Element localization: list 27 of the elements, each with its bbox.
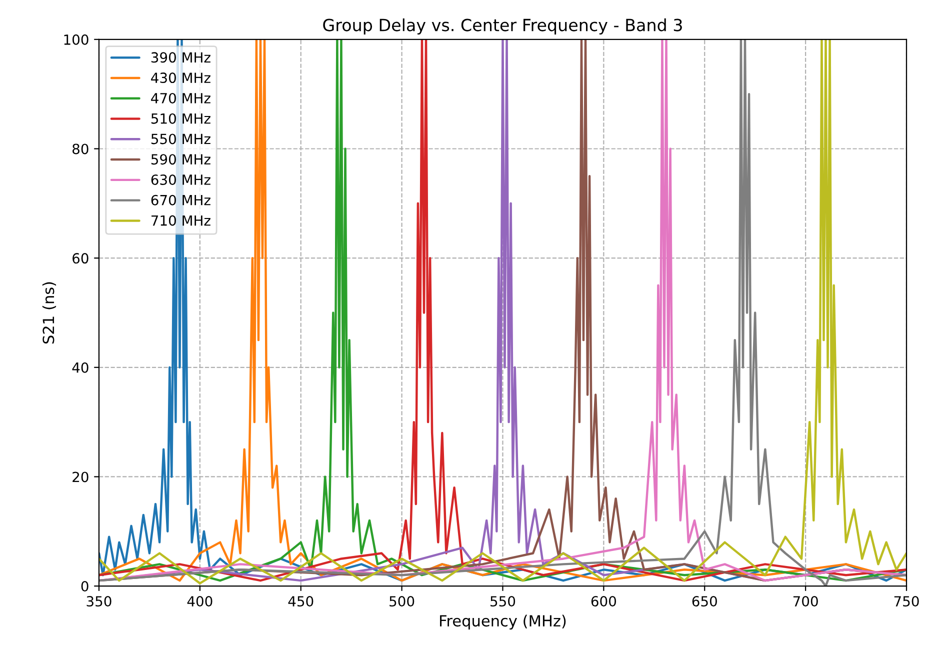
legend-label: 670 MHz	[151, 194, 210, 206]
legend-label: 590 MHz	[151, 154, 210, 165]
x-tick-label: 500	[390, 596, 414, 607]
legend-label: 710 MHz	[152, 215, 210, 226]
legend-label: 510 MHz	[151, 113, 210, 124]
legend-label: 390 MHz	[151, 52, 210, 63]
x-tick-label: 350	[86, 596, 112, 607]
x-tick-label: 700	[793, 596, 818, 607]
legend-label: 470 MHz	[151, 92, 210, 104]
chart-title: Group Delay vs. Center Frequency - Band 3	[323, 18, 682, 35]
x-tick-label: 450	[288, 596, 314, 607]
y-tick-label: 40	[72, 362, 88, 373]
x-axis-title: Frequency (MHz)	[440, 614, 566, 630]
y-axis-title: S21 (ns)	[42, 282, 56, 344]
y-tick-label: 100	[64, 34, 88, 45]
y-tick-label: 60	[72, 253, 88, 264]
legend-label: 430 MHz	[151, 72, 210, 84]
x-tick-label: 550	[490, 596, 516, 607]
legend-label: 550 MHz	[151, 134, 210, 144]
x-tick-label: 750	[894, 596, 919, 607]
y-tick-label: 20	[72, 472, 88, 482]
y-tick-label: 80	[72, 144, 88, 154]
x-tick-label: 600	[591, 596, 616, 607]
legend-label: 630 MHz	[151, 174, 210, 185]
x-tick-label: 400	[187, 596, 212, 607]
y-tick-label: 0	[81, 581, 88, 592]
x-tick-label: 650	[692, 596, 717, 607]
